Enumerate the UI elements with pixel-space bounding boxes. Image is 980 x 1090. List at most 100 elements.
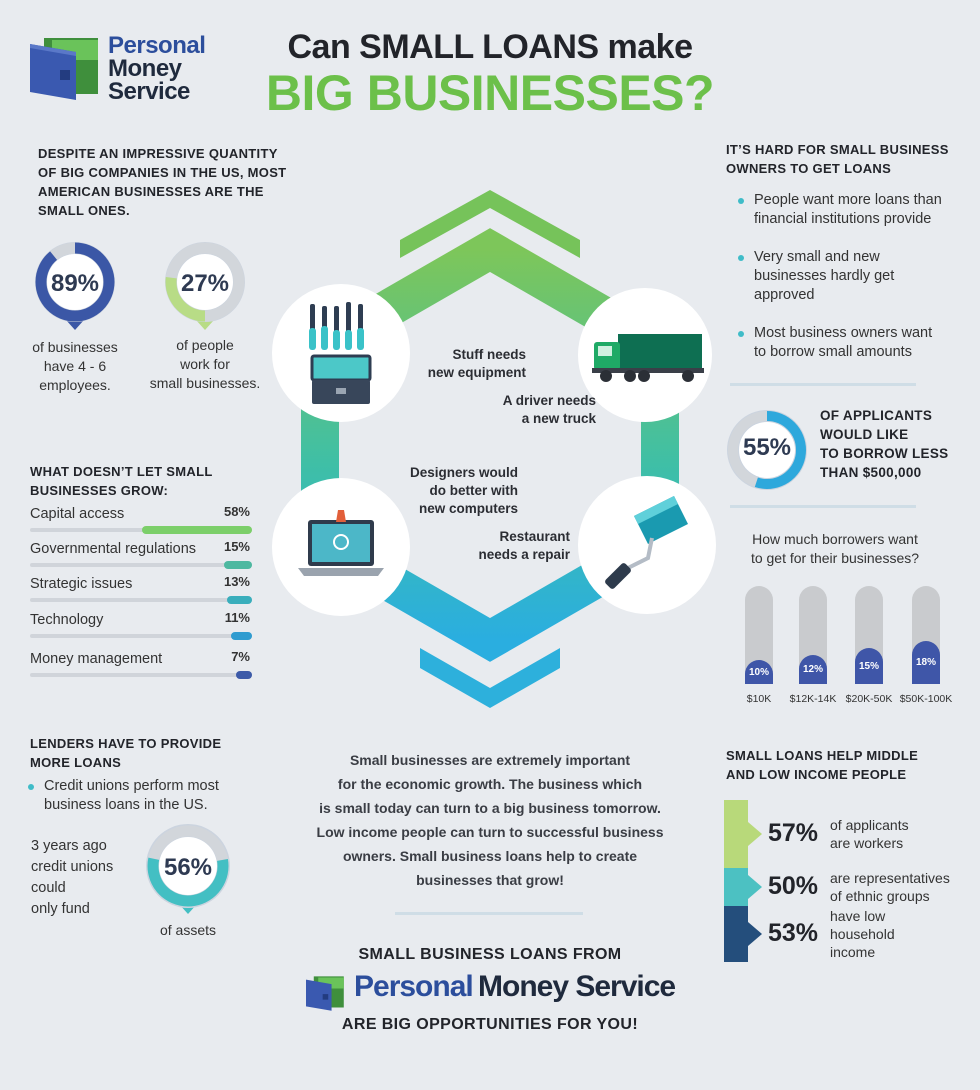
caption-line: Restaurant bbox=[499, 529, 570, 544]
caption-truck: A driver needs a new truck bbox=[462, 392, 596, 428]
tools-circle bbox=[272, 284, 410, 422]
income-heading: SMALL LOANS HELP MIDDLE AND LOW INCOME P… bbox=[726, 746, 966, 784]
bullet-line: business loans in the US. bbox=[44, 797, 208, 813]
question-line: to get for their businesses? bbox=[750, 550, 920, 566]
divider bbox=[395, 912, 583, 915]
borrow-tube-fill: 18% bbox=[912, 640, 940, 684]
caption-line: have 4 - 6 bbox=[43, 358, 107, 374]
donut-89 bbox=[35, 242, 115, 330]
footer-brand: Personal Money Service bbox=[306, 970, 686, 1014]
side-line: 3 years ago bbox=[31, 838, 107, 854]
income-line: income bbox=[830, 944, 876, 960]
income-bar bbox=[724, 800, 748, 868]
stat-55-text: OF APPLICANTS WOULD LIKE TO BORROW LESS … bbox=[820, 406, 970, 482]
donut-55 bbox=[727, 410, 807, 490]
donut-27 bbox=[165, 242, 245, 330]
logo-line-1: Personal bbox=[108, 32, 206, 59]
lenders-heading: LENDERS HAVE TO PROVIDE MORE LOANS bbox=[30, 734, 270, 772]
logo-line-3: Service bbox=[108, 78, 190, 105]
caption-line: of people bbox=[176, 337, 234, 353]
stat-27-caption: of people work for small businesses. bbox=[140, 336, 270, 393]
logo: Personal Money Service bbox=[30, 34, 220, 104]
borrow-tube: 18% bbox=[912, 586, 940, 684]
grow-bar-label: Strategic issues bbox=[30, 576, 133, 592]
grow-bar-label: Capital access bbox=[30, 506, 125, 522]
caption-line: employees. bbox=[39, 377, 111, 393]
income-value: 53% bbox=[768, 919, 819, 947]
tools-icon bbox=[309, 302, 372, 404]
income-line: are workers bbox=[830, 835, 904, 851]
hard-bullet-1: People want more loans than financial in… bbox=[738, 191, 964, 229]
bullet-line: approved bbox=[754, 287, 815, 303]
income-arrow bbox=[748, 875, 762, 899]
footer-brand-personal: Personal bbox=[354, 970, 474, 1003]
borrow-tube-label: $20K-50K bbox=[845, 693, 893, 705]
grow-bar-value: 13% bbox=[223, 574, 250, 589]
footer-line-1: SMALL BUSINESS LOANS FROM bbox=[358, 946, 622, 963]
heading-line: MORE LOANS bbox=[30, 755, 122, 770]
borrow-tube-fill: 12% bbox=[799, 655, 827, 684]
grow-bar-fill bbox=[231, 632, 252, 640]
hexagon-graphic bbox=[301, 190, 679, 708]
caption-line: of businesses bbox=[32, 339, 118, 355]
grow-bar-value: 7% bbox=[231, 649, 250, 664]
income-line: household bbox=[830, 926, 895, 942]
bullet-line: People want more loans than bbox=[754, 192, 942, 208]
caption-line: new equipment bbox=[427, 365, 526, 380]
income-bar bbox=[724, 868, 748, 906]
grow-bar-fill bbox=[141, 526, 252, 534]
stat-89-caption: of businesses have 4 - 6 employees. bbox=[18, 338, 132, 395]
income-text: have low household income bbox=[830, 907, 970, 961]
caption-line: small businesses. bbox=[149, 375, 261, 391]
caption-line: A driver needs bbox=[502, 393, 596, 408]
caption-line: work for bbox=[180, 356, 230, 372]
bullet-line: Most business owners want bbox=[754, 325, 933, 341]
caption-line: Designers would bbox=[409, 465, 518, 480]
income-arrow bbox=[748, 922, 762, 946]
grow-bar-row: Capital access 58% bbox=[30, 504, 252, 534]
body-paragraph: Small businesses are extremely important… bbox=[290, 748, 690, 892]
bullet-line: financial institutions provide bbox=[754, 211, 932, 227]
income-line: are representatives bbox=[830, 870, 950, 886]
stat-line: WOULD LIKE bbox=[820, 427, 909, 442]
borrow-tube: 10% bbox=[745, 586, 773, 684]
caption-equipment: Stuff needs new equipment bbox=[416, 346, 526, 382]
caption-line: needs a repair bbox=[478, 547, 570, 562]
truck-circle bbox=[578, 288, 712, 422]
caption-restaurant: Restaurant needs a repair bbox=[452, 528, 570, 564]
grow-bar-value: 11% bbox=[224, 610, 250, 625]
wallet-logo-icon bbox=[30, 38, 98, 100]
grow-bar-track bbox=[30, 596, 252, 604]
stat-56-value: 56% bbox=[163, 854, 213, 881]
intro-heading: DESPITE AN IMPRESSIVE QUANTITY OF BIG CO… bbox=[38, 146, 287, 218]
grow-bar-label: Money management bbox=[30, 651, 163, 667]
stat-55-value: 55% bbox=[742, 434, 792, 461]
lenders-side-text: 3 years ago credit unions could only fun… bbox=[31, 836, 113, 920]
heading-line: AND LOW INCOME PEOPLE bbox=[726, 767, 907, 782]
borrow-tube-fill: 10% bbox=[745, 660, 773, 684]
stat-56-caption: of assets bbox=[159, 922, 217, 938]
grow-bar-row: Strategic issues 13% bbox=[30, 574, 252, 604]
side-line: only fund bbox=[31, 901, 90, 917]
title-line-1: Can SMALL LOANS make bbox=[287, 28, 693, 66]
divider bbox=[730, 383, 916, 386]
body-line: is small today can turn to a big busines… bbox=[319, 800, 661, 816]
footer-line-3: ARE BIG OPPORTUNITIES FOR YOU! bbox=[341, 1016, 639, 1033]
heading-line: LENDERS HAVE TO PROVIDE bbox=[30, 736, 222, 751]
grow-bar-track bbox=[30, 561, 252, 569]
body-line: owners. Small business loans help to cre… bbox=[342, 848, 638, 864]
grow-bar-value: 15% bbox=[223, 539, 250, 554]
body-line: Low income people can turn to successful… bbox=[316, 824, 664, 840]
roller-circle bbox=[578, 476, 716, 614]
borrow-tube-label: $50K-100K bbox=[899, 693, 953, 705]
income-line: of applicants bbox=[830, 817, 909, 833]
bullet-line: Very small and new bbox=[754, 249, 880, 265]
heading-line: IT’S HARD FOR SMALL BUSINESS bbox=[726, 142, 949, 157]
income-arrow bbox=[748, 822, 762, 846]
laptop-circle bbox=[272, 478, 410, 616]
footer-brand-rest: Money Service bbox=[478, 970, 676, 1003]
grow-bar-label: Technology bbox=[30, 612, 104, 628]
grow-bar-track bbox=[30, 526, 252, 534]
caption-line: new computers bbox=[418, 501, 518, 516]
hard-bullet-2: Very small and new businesses hardly get… bbox=[738, 248, 964, 305]
